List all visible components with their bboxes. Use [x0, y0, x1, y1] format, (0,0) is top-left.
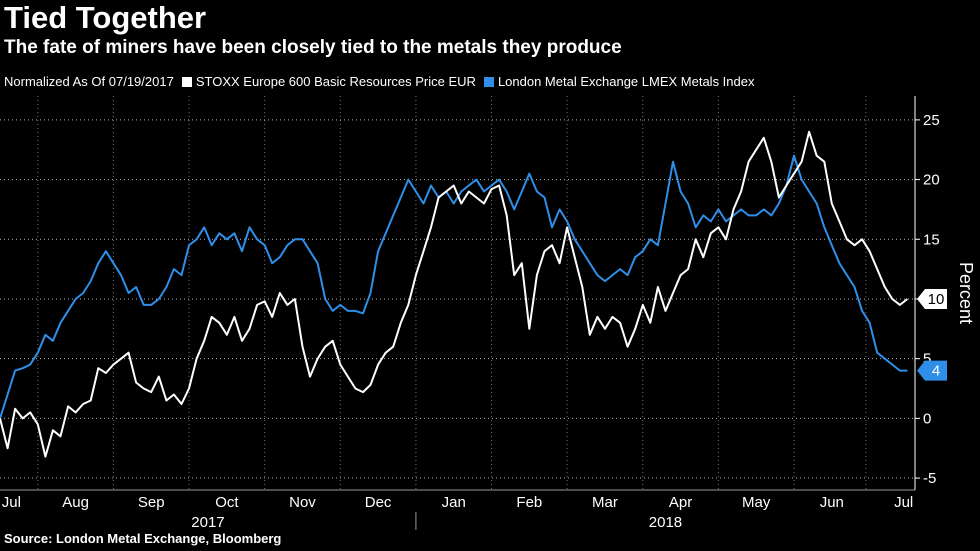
x-tick-label: Nov: [289, 494, 316, 511]
year-label: 2017: [191, 514, 224, 531]
grid-lines: [0, 96, 915, 490]
y-tick-label: 15: [923, 231, 940, 248]
source-note: Source: London Metal Exchange, Bloomberg: [4, 531, 282, 546]
x-tick-label: Jan: [442, 494, 466, 511]
x-tick-label: Apr: [669, 494, 692, 511]
y-tick-label: 25: [923, 112, 940, 129]
legend-swatch-lmex: [483, 76, 494, 87]
x-tick-label: Mar: [592, 494, 618, 511]
chart-title: Tied Together: [4, 0, 207, 35]
legend-label-lmex: London Metal Exchange LMEX Metals Index: [497, 74, 755, 89]
legend: Normalized As Of 07/19/2017 STOXX Europe…: [4, 74, 754, 89]
last-value-marker-lmex: [917, 360, 947, 381]
legend-label-stoxx: STOXX Europe 600 Basic Resources Price E…: [195, 74, 476, 89]
legend-swatch-stoxx: [181, 76, 192, 87]
y-tick-label: 0: [923, 410, 931, 427]
year-label: 2018: [649, 514, 682, 531]
x-tick-label: Oct: [215, 494, 239, 511]
last-value-markers: 10 4: [917, 288, 947, 381]
chart-subtitle: The fate of miners have been closely tie…: [4, 37, 622, 58]
x-tick-label: Jul: [894, 494, 913, 511]
series-stoxx: [0, 130, 909, 458]
y-tick-label: 20: [923, 172, 940, 189]
last-value-marker-stoxx: [917, 288, 947, 309]
x-tick-label: Jun: [820, 494, 844, 511]
series-line-stoxx: [0, 130, 909, 458]
y-axis-label: Percent: [956, 262, 976, 324]
x-tick-label: Aug: [62, 494, 89, 511]
x-tick-label: May: [742, 494, 771, 511]
x-tick-label: Feb: [516, 494, 542, 511]
last-value-label-stoxx: 10: [928, 291, 945, 308]
series-line-lmex: [0, 154, 908, 419]
series-lmex: [0, 154, 908, 419]
legend-note: Normalized As Of 07/19/2017: [4, 74, 174, 89]
y-tick-label: 5: [923, 351, 931, 368]
x-tick-label: Dec: [365, 494, 392, 511]
x-axis: Jul Aug Sep Oct Nov Dec Jan Feb Mar Apr May Jun Jul 2…: [0, 489, 915, 531]
x-tick-label: Sep: [138, 494, 165, 511]
last-value-label-lmex: 4: [932, 363, 940, 380]
x-tick-label: Jul: [2, 494, 21, 511]
y-tick-label: -5: [923, 470, 936, 487]
